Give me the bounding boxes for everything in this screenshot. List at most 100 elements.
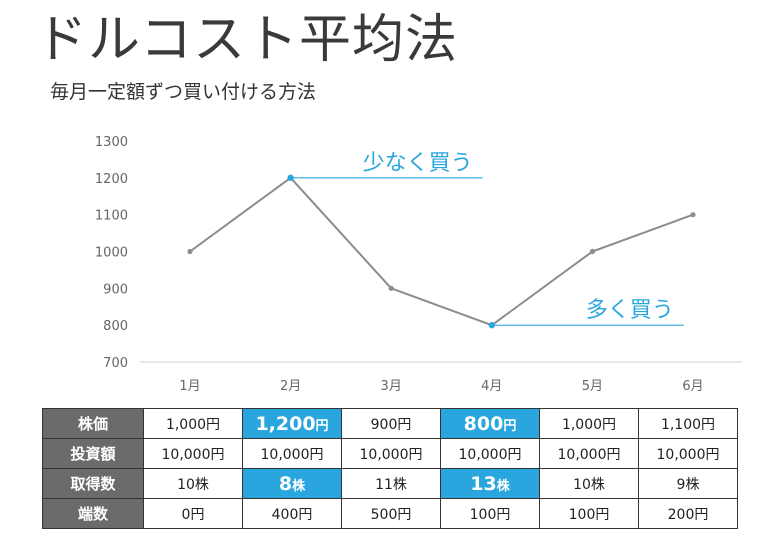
table-cell: 200円 — [638, 498, 738, 529]
table-cell: 400円 — [242, 498, 342, 529]
cell-unit: 円 — [408, 446, 423, 463]
table-row: 投資額 10,000円 10,000円 10,000円 10,000円 10,000円 10… — [42, 438, 738, 469]
table-row: 株価 1,000円 1,200円 900円 800円 1,000円 1,100円 — [42, 408, 738, 439]
cell-unit: 円 — [606, 446, 621, 463]
cell-unit: 円 — [210, 446, 225, 463]
cell-value: 8 — [278, 472, 293, 495]
y-tick-label: 900 — [103, 282, 128, 297]
cell-unit: 株 — [496, 478, 510, 494]
cell-value: 0 — [181, 506, 191, 523]
cell-unit: 株 — [392, 476, 407, 493]
cell-unit: 円 — [496, 506, 511, 523]
row-header: 取得数 — [42, 468, 144, 499]
highlight-cell: 800円 — [440, 408, 540, 439]
cell-unit: 円 — [206, 416, 221, 433]
cell-unit: 株 — [590, 476, 605, 493]
table-row: 端数 0円 400円 500円 100円 100円 200円 — [42, 498, 738, 529]
data-point — [488, 321, 495, 329]
cell-value: 13 — [470, 472, 497, 495]
table-cell: 500円 — [341, 498, 441, 529]
cell-value: 10,000 — [557, 446, 607, 463]
cell-value: 1,000 — [165, 416, 207, 433]
cell-unit: 円 — [507, 446, 522, 463]
y-tick-label: 800 — [103, 319, 128, 334]
data-point — [388, 285, 394, 291]
data-point — [690, 212, 696, 218]
cell-value: 10,000 — [656, 446, 706, 463]
cell-unit: 円 — [315, 418, 329, 434]
cell-value: 1,200 — [255, 412, 316, 435]
x-tick-label: 3月 — [381, 379, 402, 394]
cell-unit: 株 — [292, 478, 306, 494]
table-row: 取得数 10株 8株 11株 13株 10株 9株 — [42, 468, 738, 499]
table-cell: 10,000円 — [242, 438, 342, 469]
price-table: 株価 1,000円 1,200円 900円 800円 1,000円 1,100円 投資額 10,… — [42, 408, 738, 529]
table-cell: 100円 — [539, 498, 639, 529]
row-header: 端数 — [42, 498, 144, 529]
table-cell: 900円 — [341, 408, 441, 439]
cell-unit: 株 — [685, 476, 700, 493]
cell-value: 1,100 — [660, 416, 702, 433]
cell-value: 10,000 — [359, 446, 409, 463]
cell-value: 10,000 — [260, 446, 310, 463]
table-cell: 9株 — [638, 468, 738, 499]
cell-unit: 円 — [397, 506, 412, 523]
cell-unit: 株 — [194, 476, 209, 493]
cell-unit: 円 — [397, 416, 412, 433]
cell-value: 11 — [375, 476, 393, 493]
y-tick-label: 1000 — [95, 246, 128, 261]
table-cell: 10,000円 — [143, 438, 243, 469]
cell-value: 500 — [370, 506, 398, 523]
y-tick-label: 1100 — [95, 209, 128, 224]
cell-value: 100 — [568, 506, 596, 523]
highlight-cell: 1,200円 — [242, 408, 342, 439]
cell-value: 9 — [676, 476, 686, 493]
cell-unit: 円 — [602, 416, 617, 433]
cell-value: 400 — [271, 506, 299, 523]
table-cell: 10株 — [539, 468, 639, 499]
table-cell: 1,000円 — [143, 408, 243, 439]
x-tick-label: 5月 — [582, 379, 603, 394]
data-point — [187, 248, 193, 255]
table-cell: 10,000円 — [440, 438, 540, 469]
line-chart: 700 800 900 1000 1100 1200 1300 1月 2月 3月 4月 5月 6月 少なく… — [95, 135, 742, 394]
series-line — [189, 176, 694, 327]
cell-value: 100 — [469, 506, 497, 523]
annotation-label: 少なく買う — [363, 151, 473, 176]
cell-value: 10,000 — [458, 446, 508, 463]
cell-value: 1,000 — [561, 416, 603, 433]
table-cell: 1,000円 — [539, 408, 639, 439]
cell-value: 900 — [370, 416, 398, 433]
cell-value: 10,000 — [161, 446, 211, 463]
page-subtitle: 毎月一定額ずつ買い付ける方法 — [50, 81, 317, 103]
cell-unit: 円 — [298, 506, 313, 523]
cell-unit: 円 — [705, 446, 720, 463]
cell-unit: 円 — [309, 446, 324, 463]
data-point — [589, 248, 596, 255]
cell-unit: 円 — [190, 506, 205, 523]
highlight-cell: 8株 — [242, 468, 342, 499]
table-cell: 11株 — [341, 468, 441, 499]
table-cell: 100円 — [440, 498, 540, 529]
data-point — [287, 174, 294, 182]
cell-value: 10 — [177, 476, 195, 493]
highlight-cell: 13株 — [440, 468, 540, 499]
table-cell: 10,000円 — [341, 438, 441, 469]
page-title: ドルコスト平均法 — [35, 10, 458, 70]
y-tick-label: 700 — [103, 356, 128, 371]
cell-unit: 円 — [694, 506, 709, 523]
table-cell: 1,100円 — [638, 408, 738, 439]
table-cell: 10,000円 — [539, 438, 639, 469]
table-cell: 10,000円 — [638, 438, 738, 469]
x-tick-label: 4月 — [481, 379, 502, 394]
cell-unit: 円 — [595, 506, 610, 523]
cell-value: 800 — [463, 412, 504, 435]
x-tick-label: 1月 — [179, 379, 200, 394]
cell-unit: 円 — [503, 418, 517, 434]
x-tick-label: 6月 — [682, 379, 703, 394]
x-tick-label: 2月 — [280, 379, 301, 394]
table-cell: 0円 — [143, 498, 243, 529]
table-cell: 10株 — [143, 468, 243, 499]
cell-value: 10 — [573, 476, 591, 493]
cell-value: 200 — [667, 506, 695, 523]
